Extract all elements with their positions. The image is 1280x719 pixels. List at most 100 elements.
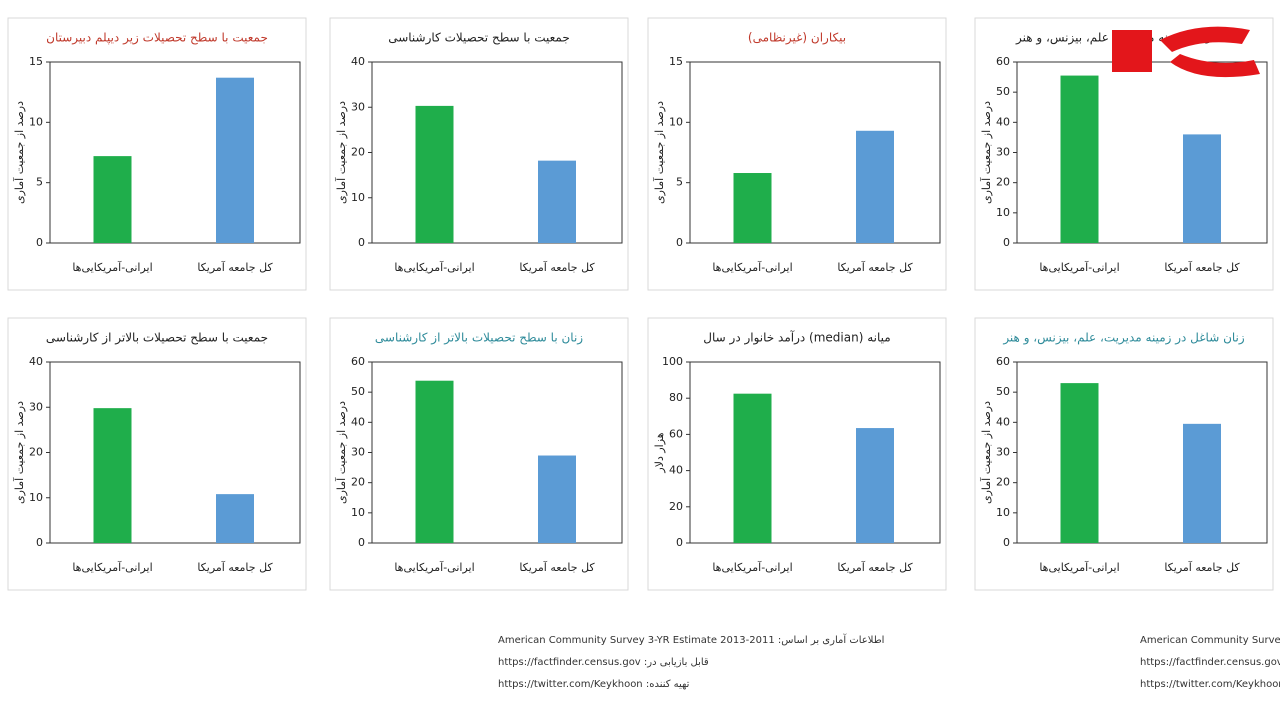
footer-line: قابل بازیابی در: https://factfinder.cens… [1140,657,1280,668]
chart-title: جمعیت با سطح تحصیلات زیر دیپلم دبیرستان [46,31,268,46]
y-tick-label: 10 [351,191,365,204]
bar [733,173,772,243]
plot-frame [689,61,941,244]
chart-title: جمعیت با سطح تحصیلات کارشناسی [388,31,570,46]
y-tick-label: 20 [996,476,1010,489]
bar [856,428,894,543]
y-tick-label: 10 [996,206,1010,219]
y-tick-label: 60 [351,355,365,368]
chart-title: جمعیت با سطح تحصیلات بالاتر از کارشناسی [46,331,268,346]
footer-line: اطلاعات آماری بر اساس: 2011-2013 America… [498,633,884,646]
y-tick-label: 0 [358,236,365,249]
y-tick-label: 0 [1003,236,1010,249]
y-tick-label: 50 [996,385,1010,398]
footer-line: تهیه کننده: https://twitter.com/Keykhoon [498,679,690,690]
x-tick-label: ایرانی-آمریکایی‌ها [394,560,474,574]
y-tick-label: 30 [996,146,1010,159]
y-tick-label: 60 [996,355,1010,368]
x-tick-label: کل جامعه آمریکا [837,260,913,274]
y-tick-label: 0 [676,236,683,249]
x-tick-label: کل جامعه آمریکا [837,560,913,574]
footer-line: تهیه کننده: https://twitter.com/Keykhoon [1140,679,1280,690]
plot-frame [49,61,301,244]
y-tick-label: 100 [662,355,683,368]
y-tick-label: 10 [669,115,683,128]
y-tick-label: 20 [996,176,1010,189]
bar [733,393,772,543]
y-tick-label: 40 [996,115,1010,128]
y-axis-label: درصد از جمعیت آماری [12,401,26,504]
y-tick-label: 40 [29,355,43,368]
panel [7,317,307,591]
y-axis-label: درصد از جمعیت آماری [334,101,348,204]
y-tick-label: 30 [29,400,43,413]
x-tick-label: کل جامعه آمریکا [519,260,595,274]
x-tick-label: کل جامعه آمریکا [1164,560,1240,574]
y-axis-label: درصد از جمعیت آماری [334,401,348,504]
footer-line: قابل بازیابی در: https://factfinder.cens… [498,657,709,668]
y-tick-label: 20 [669,500,683,513]
bar [1183,134,1221,243]
logo [1112,26,1260,78]
x-tick-label: ایرانی-آمریکایی‌ها [712,560,792,574]
y-tick-label: 40 [996,415,1010,428]
panel [329,317,629,591]
y-tick-label: 30 [996,446,1010,459]
y-tick-label: 80 [669,391,683,404]
chart-title: زنان شاغل در زمینه مدیریت، علم، بیزنس، و… [1002,331,1245,346]
plot-frame [689,361,941,544]
y-tick-label: 60 [669,427,683,440]
chart-title: بیکاران (غیرنظامی) [748,31,846,46]
y-tick-label: 0 [358,536,365,549]
y-tick-label: 20 [351,146,365,159]
y-axis-label: درصد از جمعیت آماری [979,101,993,204]
chart-title: میانه (median) درآمد خانوار در سال [703,330,890,346]
y-tick-label: 5 [676,176,683,189]
x-tick-label: ایرانی-آمریکایی‌ها [1039,560,1119,574]
y-tick-label: 15 [29,55,43,68]
y-axis-label: درصد از جمعیت آماری [652,101,666,204]
y-tick-label: 20 [351,476,365,489]
y-tick-label: 0 [1003,536,1010,549]
bar [216,494,254,543]
y-axis-label: هزار دلار [653,432,666,473]
y-tick-label: 15 [669,55,683,68]
x-tick-label: ایرانی-آمریکایی‌ها [72,560,152,574]
panel [647,317,947,591]
x-tick-label: ایرانی-آمریکایی‌ها [1039,260,1119,274]
y-tick-label: 10 [29,115,43,128]
y-tick-label: 40 [351,55,365,68]
y-tick-label: 30 [351,100,365,113]
y-tick-label: 10 [996,506,1010,519]
x-tick-label: کل جامعه آمریکا [1164,260,1240,274]
x-tick-label: ایرانی-آمریکایی‌ها [712,260,792,274]
y-tick-label: 50 [996,85,1010,98]
x-tick-label: کل جامعه آمریکا [197,260,273,274]
y-tick-label: 0 [676,536,683,549]
y-tick-label: 10 [351,506,365,519]
bar [216,77,254,243]
footer-line: اطلاعات آماری بر اساس: 2011-2013 America… [1140,633,1280,646]
bar [1060,75,1099,243]
y-tick-label: 20 [29,446,43,459]
y-tick-label: 10 [29,491,43,504]
y-tick-label: 0 [36,536,43,549]
y-tick-label: 30 [351,446,365,459]
x-tick-label: ایرانی-آمریکایی‌ها [72,260,152,274]
x-tick-label: کل جامعه آمریکا [197,560,273,574]
x-tick-label: ایرانی-آمریکایی‌ها [394,260,474,274]
bar [1183,423,1221,543]
y-tick-label: 50 [351,385,365,398]
bar [415,105,454,243]
panel [974,317,1274,591]
bar [538,160,576,243]
bar [1060,383,1099,543]
chart-title: زنان با سطح تحصیلات بالاتر از کارشناسی [375,331,583,346]
y-tick-label: 5 [36,176,43,189]
y-axis-label: درصد از جمعیت آماری [979,401,993,504]
bar [93,156,132,243]
bar [93,408,132,543]
y-tick-label: 0 [36,236,43,249]
bar [415,380,454,543]
